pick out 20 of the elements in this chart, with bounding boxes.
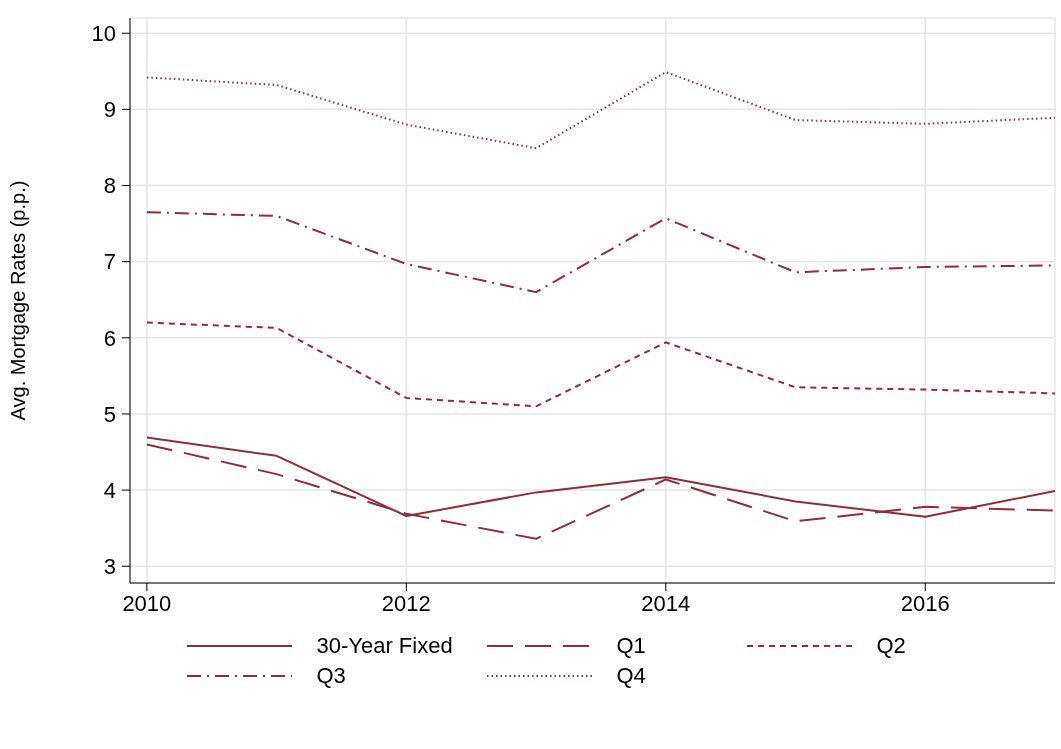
y-tick-label: 8 [103,173,116,199]
y-tick-label: 5 [103,401,116,427]
legend-label: Q4 [616,663,646,689]
x-tick-label: 2010 [122,590,172,616]
x-tick-label: 2016 [900,590,950,616]
line-series [145,71,1055,150]
y-tick-label: 10 [91,21,116,47]
legend-label: 30-Year Fixed [316,633,453,659]
x-tick-label: 2014 [641,590,691,616]
y-tick-label: 7 [103,249,116,275]
y-tick-label: 4 [103,477,116,503]
x-tick-label: 2012 [381,590,431,616]
line-series [145,321,1055,408]
legend-label: Q3 [316,663,346,689]
y-tick-label: 6 [103,325,116,351]
y-axis-title: Avg. Mortgage Rates (p.p.) [7,180,30,421]
legend-label: Q2 [876,633,906,659]
legend-label: Q1 [616,633,646,659]
y-tick-label: 9 [103,97,116,123]
y-tick-label: 3 [103,554,116,580]
